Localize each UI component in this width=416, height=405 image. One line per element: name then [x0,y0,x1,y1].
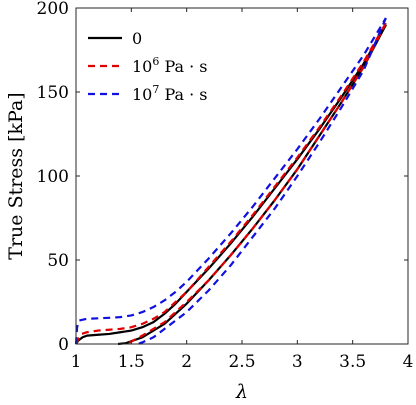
series-1-loading-line [74,22,387,345]
series-layer [74,17,387,346]
x-tick-label: 2 [181,352,192,372]
legend-label: 0 [132,29,142,48]
legend-item-1: 106 Pa · s [88,55,208,76]
plot-frame [75,7,409,345]
y-tick-label: 0 [58,335,69,355]
x-tick-label: 3.5 [339,352,366,372]
x-tick-label: 1 [71,352,82,372]
legend-label: 106 Pa · s [132,55,208,76]
y-ticks: 0 50 100 150 200 [37,0,408,355]
x-tick-label: 3 [292,352,303,372]
x-tick-label: 4 [403,352,414,372]
series-1-unloading-line [126,22,387,345]
series-2 [74,17,387,346]
legend-item-0: 0 [88,29,142,48]
series-0-loading-line [75,24,387,345]
x-tick-label: 2.5 [228,352,255,372]
x-tick-label: 1.5 [118,352,145,372]
y-axis-label: True Stress [kPa] [5,92,27,259]
legend-label: 107 Pa · s [132,83,208,104]
y-tick-label: 50 [47,251,69,271]
x-axis-label: λ [235,381,248,403]
y-tick-label: 200 [37,0,69,19]
y-tick-label: 100 [37,167,69,187]
series-2-unloading-line [137,17,387,346]
series-0 [75,24,387,346]
legend-item-2: 107 Pa · s [88,83,208,104]
series-0-unloading-line [117,24,387,346]
x-ticks: 1 1.5 2 2.5 3 3.5 4 [71,8,414,372]
series-2-loading-line [74,17,387,345]
series-1 [74,22,387,345]
y-tick-label: 150 [37,83,69,103]
legend: 0 106 Pa · s 107 Pa · s [88,29,208,104]
